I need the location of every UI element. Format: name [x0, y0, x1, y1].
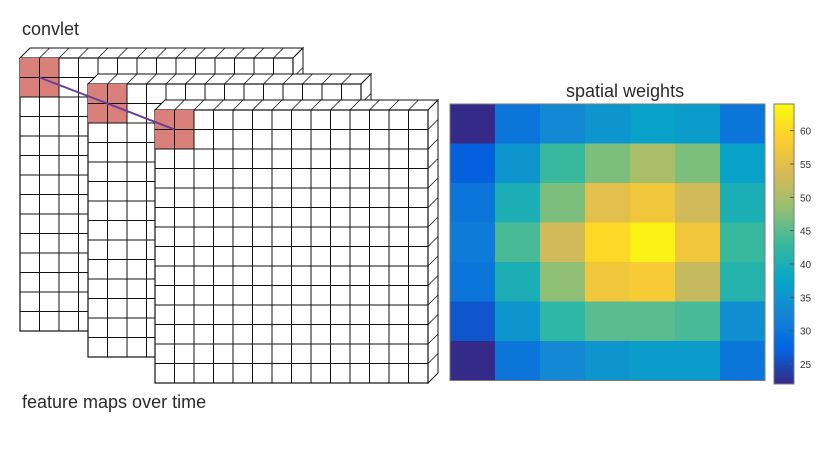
- heatmap-cell: [720, 262, 766, 302]
- heatmap-cell: [540, 104, 586, 144]
- heatmap-cell: [450, 341, 496, 381]
- heatmap-cell: [675, 262, 721, 302]
- heatmap-cell: [585, 301, 631, 342]
- heatmap-cell: [675, 341, 721, 381]
- heatmap-cell: [720, 183, 766, 223]
- heatmap-frame: [449, 103, 766, 381]
- heatmap-cell: [450, 301, 496, 342]
- heatmap-cell: [495, 143, 541, 184]
- heatmap-cells: [450, 104, 766, 381]
- colorbar-tick-label: 55: [800, 160, 812, 171]
- heatmap-cell: [720, 104, 766, 144]
- feature-maps-label: feature maps over time: [22, 392, 207, 412]
- heatmap-cell: [720, 301, 766, 342]
- heatmap-cell: [585, 104, 631, 144]
- heatmap-cell: [495, 301, 541, 342]
- heatmap-cell: [495, 341, 541, 381]
- heatmap-cell: [495, 262, 541, 302]
- colorbar-tick-label: 60: [800, 127, 812, 138]
- heatmap-cell: [585, 262, 631, 302]
- convlet-connector: [107, 102, 175, 131]
- heatmap-cell: [630, 222, 676, 263]
- colorbar-tick-label: 35: [800, 293, 812, 304]
- heatmap-cell: [540, 183, 586, 223]
- heatmap-cell: [585, 222, 631, 263]
- heatmap-cell: [540, 262, 586, 302]
- heatmap-cell: [585, 183, 631, 223]
- heatmap-cell: [450, 104, 496, 144]
- colorbar-tick-label: 30: [800, 327, 812, 338]
- colorbar: [773, 103, 795, 385]
- heatmap-title: spatial weights: [566, 81, 685, 101]
- colorbar-tick-label: 25: [800, 360, 812, 371]
- heatmap-cell: [720, 341, 766, 381]
- heatmap-cell: [450, 262, 496, 302]
- heatmap-cell: [450, 143, 496, 184]
- heatmap-cell: [630, 143, 676, 184]
- heatmap-cell: [720, 222, 766, 263]
- heatmap-cell: [585, 143, 631, 184]
- heatmap-cell: [585, 341, 631, 381]
- heatmap-cell: [450, 183, 496, 223]
- feature-map-3: [153, 98, 440, 385]
- heatmap-cell: [540, 222, 586, 263]
- colorbar-tick-label: 40: [800, 260, 812, 271]
- heatmap-cell: [630, 183, 676, 223]
- colorbar-tick-label: 50: [800, 193, 812, 204]
- heatmap-cell: [720, 143, 766, 184]
- convlet-label: convlet: [22, 19, 80, 39]
- heatmap-cell: [630, 301, 676, 342]
- heatmap-cell: [450, 222, 496, 263]
- convlet-connector: [39, 76, 108, 105]
- heatmap-cell: [675, 222, 721, 263]
- heatmap-cell: [630, 341, 676, 381]
- feature-maps-diagram: [18, 46, 440, 385]
- heatmap-cell: [540, 143, 586, 184]
- heatmap-cell: [540, 341, 586, 381]
- heatmap-cell: [630, 262, 676, 302]
- heatmap-cell: [495, 104, 541, 144]
- heatmap-cell: [675, 183, 721, 223]
- heatmap-cell: [540, 301, 586, 342]
- heatmap-cell: [675, 301, 721, 342]
- colorbar-tick-label: 45: [800, 227, 812, 238]
- heatmap-cell: [675, 143, 721, 184]
- heatmap-cell: [675, 104, 721, 144]
- heatmap-cell: [630, 104, 676, 144]
- heatmap-cell: [495, 222, 541, 263]
- heatmap-cell: [495, 183, 541, 223]
